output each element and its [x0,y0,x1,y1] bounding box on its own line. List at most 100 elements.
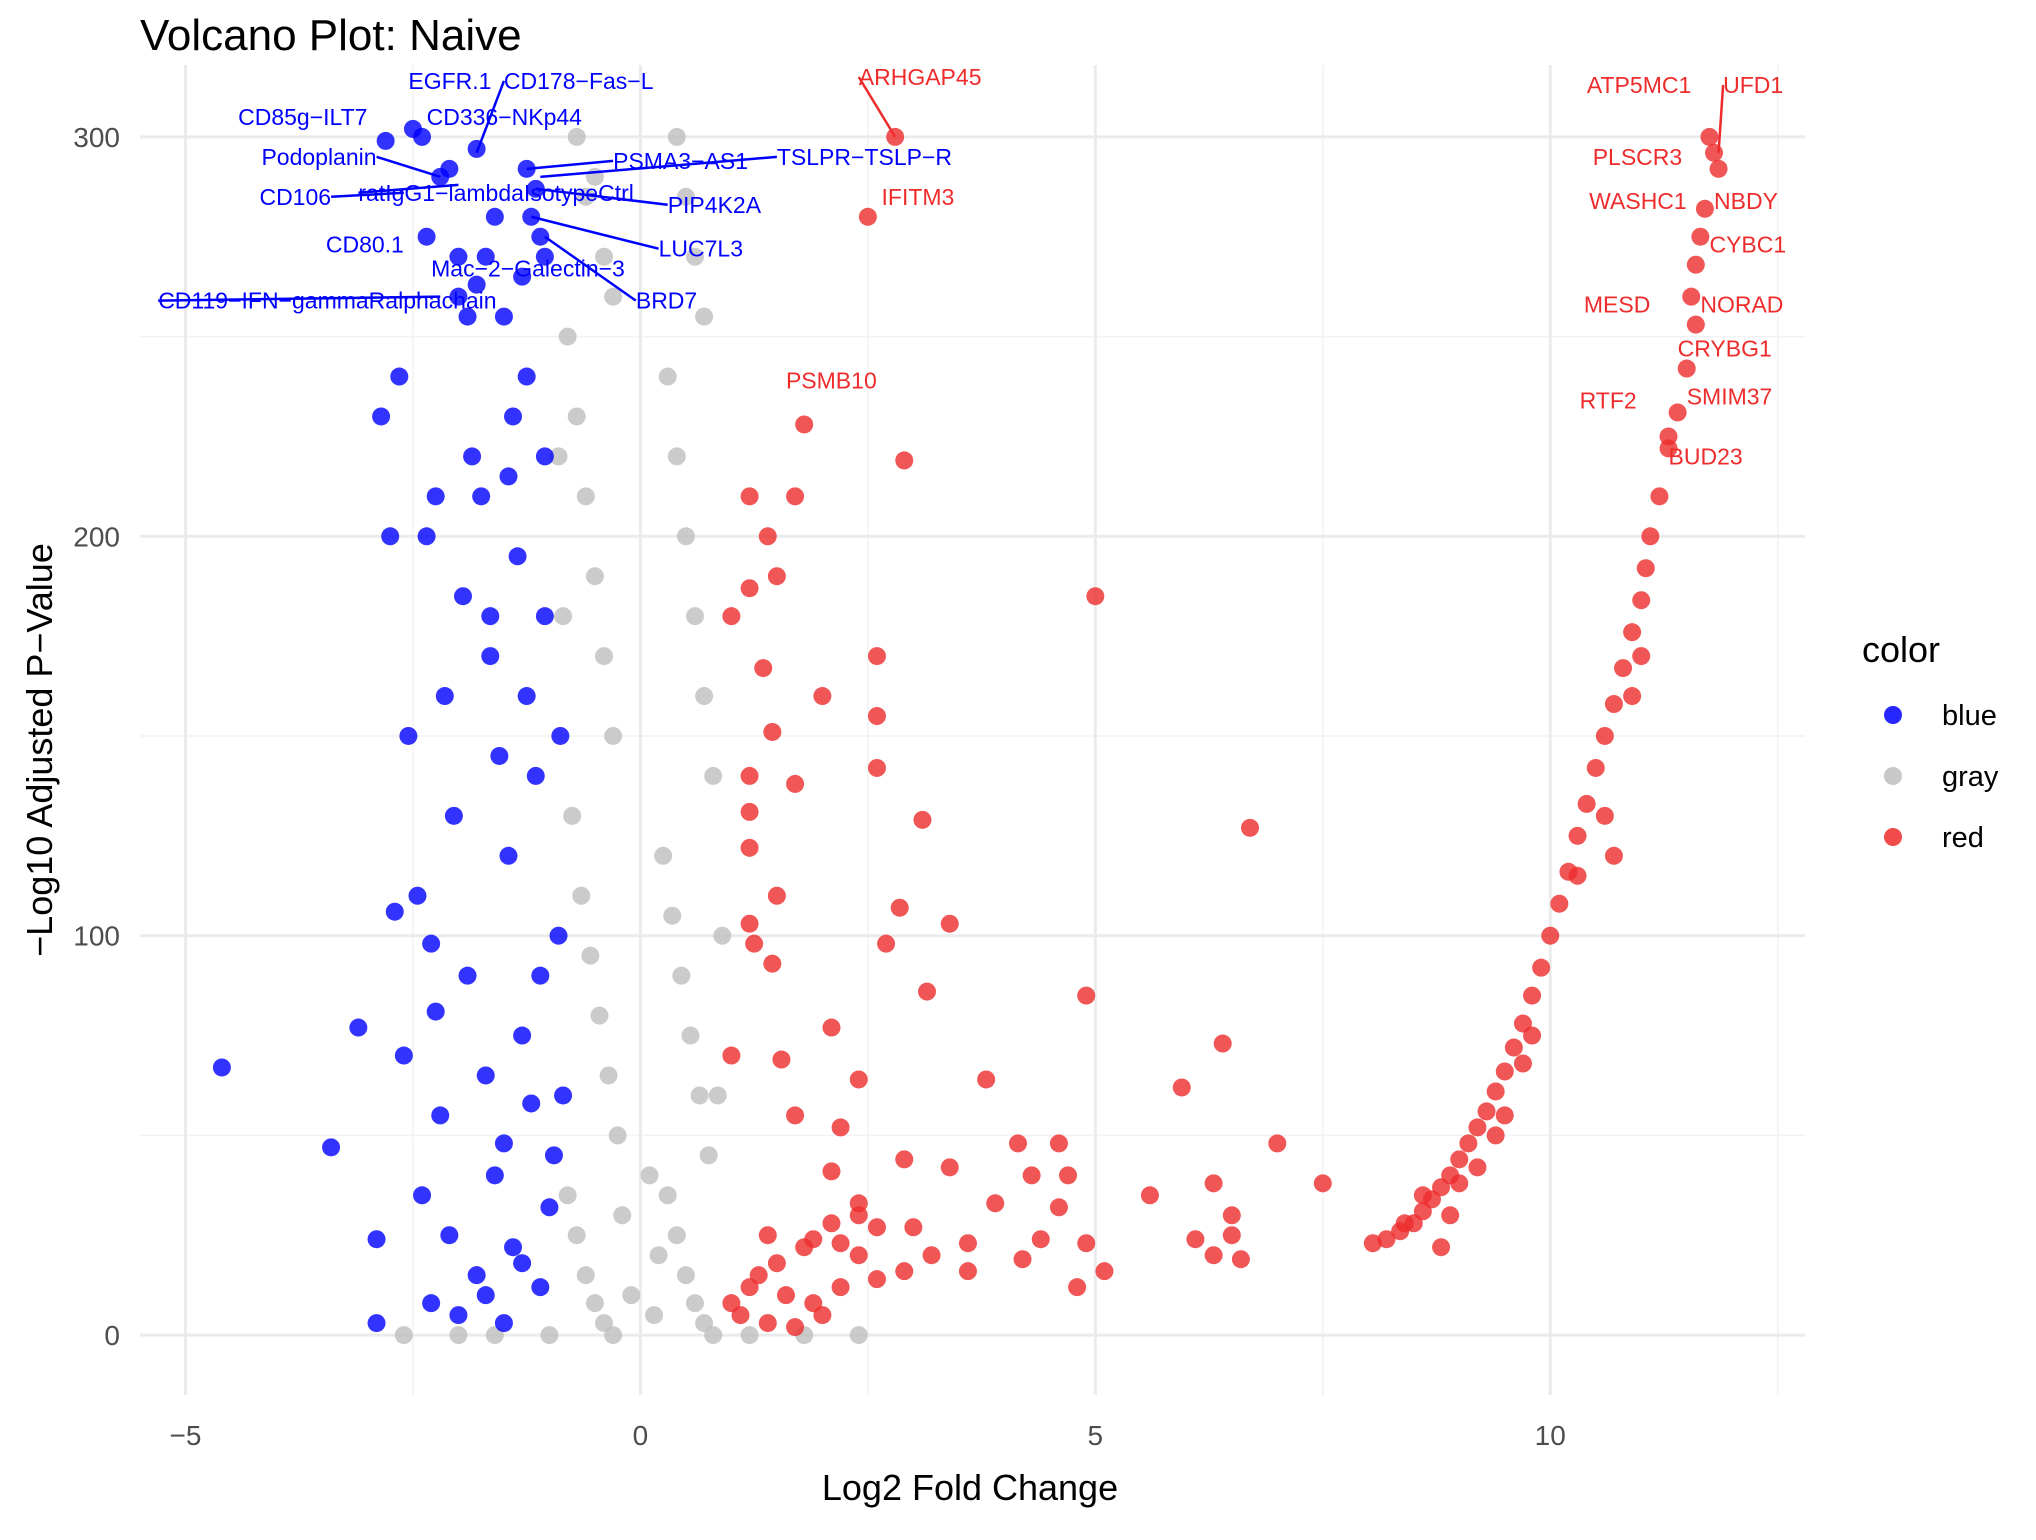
data-point-gray [604,726,623,745]
data-point-red [1700,127,1719,146]
annotation-connector [526,159,614,171]
data-point-red [1441,1206,1460,1225]
data-point-red [1595,806,1614,825]
data-point-red [1468,1158,1487,1177]
annotation-label: IFITM3 [882,184,955,210]
data-point-red [1231,1250,1250,1269]
data-point-red [786,1106,805,1125]
annotation-label: RTF2 [1580,387,1637,413]
annotation-connector [544,235,637,302]
data-point-red [895,451,914,470]
data-point-blue [517,687,536,706]
data-point-blue [476,1066,495,1085]
annotation-label: Mac−2−Galectin−3 [431,256,625,282]
data-point-red [1068,1278,1087,1297]
annotation-label: Podoplanin [261,144,376,170]
data-point-red [1459,1134,1478,1153]
data-point-red [1213,1034,1232,1053]
data-point-gray [449,1326,468,1345]
data-point-red [767,886,786,905]
data-point-red [767,567,786,586]
data-point-red [740,766,759,785]
data-point-blue [531,227,550,246]
data-point-gray [576,1266,595,1285]
data-point-blue [508,547,527,566]
annotation-connector [158,295,441,302]
data-point-red [904,1218,923,1237]
data-point-red [1632,591,1651,610]
data-point-red [1486,1082,1505,1101]
data-point-red [895,1262,914,1281]
x-axis-ticks: −5 0 5 10 [170,1420,1566,1451]
data-point-red [1709,159,1728,178]
legend-key-blue [1884,706,1902,724]
data-point-blue [413,127,432,146]
annotation-label: CD85g−ILT7 [238,104,367,130]
data-point-red [831,1234,850,1253]
data-point-red [813,687,832,706]
annotation-label: ARHGAP45 [859,64,982,90]
data-point-red [895,1150,914,1169]
data-point-red [1095,1262,1114,1281]
data-point-gray [667,447,686,466]
data-point-red [1650,487,1669,506]
legend: color blue gray red [1862,629,1999,854]
data-point-gray [667,1226,686,1245]
data-point-gray [585,1294,604,1313]
annotation-connector [358,183,459,195]
data-point-red [958,1262,977,1281]
data-point-gray [599,1066,618,1085]
data-point-gray [654,846,673,865]
data-point-blue [481,607,500,626]
data-point-red [1395,1214,1414,1233]
data-point-blue [417,227,436,246]
data-point-red [1059,1166,1078,1185]
data-point-blue [472,487,491,506]
data-point-red [1523,986,1542,1005]
data-point-red [758,1314,777,1333]
data-point-red [1222,1226,1241,1245]
data-point-blue [408,886,427,905]
data-point-blue [426,487,445,506]
data-point-blue [540,1198,559,1217]
data-point-blue [453,587,472,606]
data-point-blue [531,966,550,985]
data-point-gray [672,966,691,985]
data-point-gray [604,287,623,306]
data-point-blue [476,1286,495,1305]
data-point-red [1532,958,1551,977]
data-point-red [1632,647,1651,666]
data-point-gray [558,327,577,346]
y-tick-label: 0 [104,1320,120,1351]
data-point-red [1432,1238,1451,1257]
data-point-blue [494,307,513,326]
data-point-blue [449,287,468,306]
y-axis-ticks: 0 100 200 300 [73,122,120,1351]
annotation-label: TSLPR−TSLP−R [777,144,952,170]
data-point-red [1705,143,1724,162]
data-point-blue [485,207,504,226]
data-point-red [722,607,741,626]
data-point-blue [535,607,554,626]
data-point-blue [476,247,495,266]
data-point-red [1008,1134,1027,1153]
data-point-red [1659,427,1678,446]
data-point-red [1686,255,1705,274]
data-point-blue [458,966,477,985]
data-point-red [1495,1062,1514,1081]
data-point-red [1186,1230,1205,1249]
data-point-red [786,487,805,506]
data-point-gray [663,906,682,925]
data-point-red [922,1246,941,1265]
data-point-red [1077,986,1096,1005]
data-point-red [1468,1118,1487,1137]
data-point-red [745,934,764,953]
data-point-blue [490,746,509,765]
annotation-connector [540,155,777,179]
data-point-blue [367,1230,386,1249]
data-point-gray [649,1246,668,1265]
grid-minor [140,65,1805,1395]
data-point-red [1013,1250,1032,1269]
chart-title: Volcano Plot: Naive [140,11,522,60]
data-point-blue [463,447,482,466]
